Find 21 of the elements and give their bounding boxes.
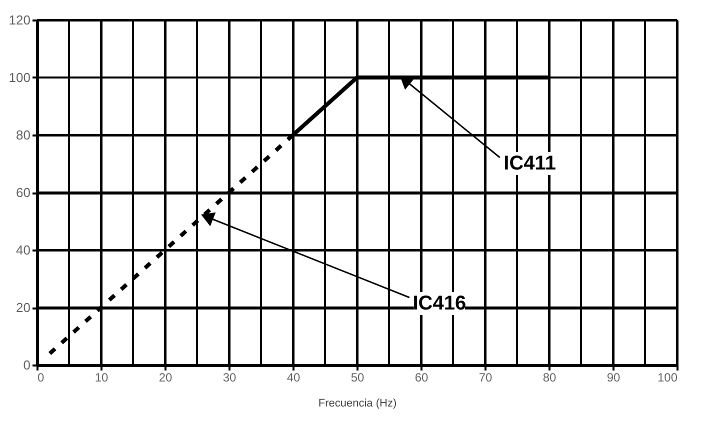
y-tick-label: 60: [16, 185, 30, 200]
x-tick-label: 30: [222, 370, 236, 384]
annotation: IC416: [412, 292, 466, 314]
y-tick-label: 40: [16, 242, 30, 258]
annotation: IC411: [504, 152, 556, 174]
x-tick-label: 80: [542, 370, 556, 384]
x-tick-label: 10: [94, 370, 108, 384]
x-tick-label: 90: [606, 370, 620, 384]
y-tick-label: 0: [23, 358, 30, 372]
y-tick-label: 120: [8, 12, 30, 28]
y-tick-label: 100: [8, 70, 30, 85]
x-axis-title: Frecuencia (Hz): [318, 398, 397, 410]
x-tick-label: 40: [286, 370, 300, 384]
x-tick-label: 70: [478, 370, 492, 384]
x-tick-label: 20: [158, 370, 172, 384]
y-tick-label: 80: [16, 128, 30, 142]
y-tick-label: 20: [16, 300, 30, 315]
x-tick-label: 0: [38, 370, 44, 384]
x-tick-label: 60: [414, 370, 428, 384]
x-tick-label: 50: [350, 370, 364, 384]
x-tick-label: 100: [657, 370, 678, 384]
